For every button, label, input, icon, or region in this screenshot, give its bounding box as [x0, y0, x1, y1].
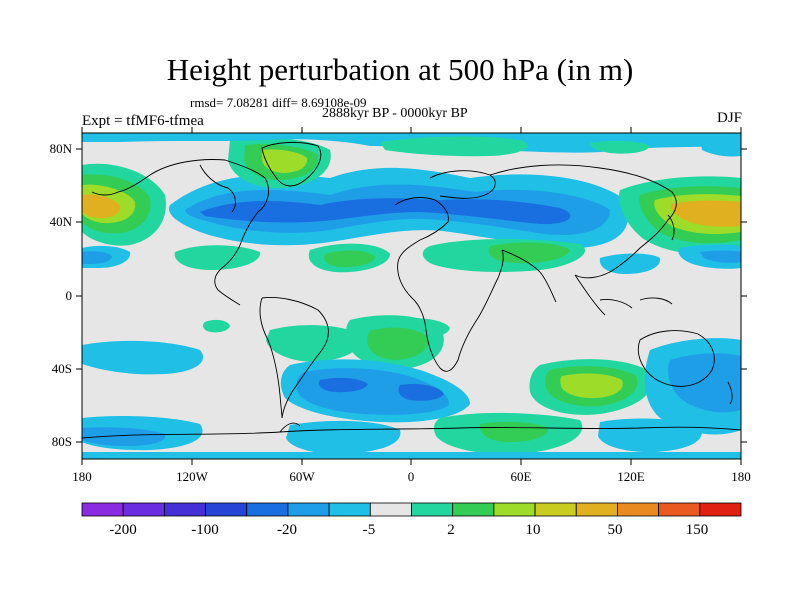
- contour-subtrop-blue-left-2: [82, 251, 112, 264]
- contour-so-ridge-20: [560, 373, 623, 399]
- coast-new-guinea: [639, 297, 673, 305]
- colorbar-label: 50: [608, 522, 623, 538]
- colorbar-swatch: [163, 502, 206, 517]
- contour-subtrop-1: [174, 245, 261, 270]
- x-tick-label: 60W: [289, 469, 315, 484]
- axis-ticks: [76, 127, 747, 465]
- y-tick-label: 80N: [50, 141, 73, 156]
- colorbar: [81, 502, 742, 517]
- x-tick-label: 0: [408, 469, 415, 484]
- colorbar-swatch: [328, 502, 371, 517]
- colorbar-swatch: [369, 502, 412, 517]
- colorbar-label: 150: [686, 522, 709, 538]
- contour-field: [82, 133, 741, 459]
- experiment-label: Expt = tfMF6-tfmea: [82, 113, 204, 129]
- coast-antarctica: [82, 426, 741, 439]
- colorbar-swatch: [493, 502, 536, 517]
- y-tick-label: 0: [66, 288, 73, 303]
- contour-ridge-arctic-2: [590, 141, 650, 154]
- x-tick-label: 120W: [176, 469, 209, 484]
- coast-india: [501, 249, 557, 303]
- colorbar-swatch: [287, 502, 330, 517]
- contour-aus-blue-2: [668, 353, 741, 413]
- colorbar-swatch: [575, 502, 618, 517]
- coast-australia: [637, 330, 715, 387]
- colorbar-labels: -200 -100 -20 -5 2 10 50 150: [109, 522, 708, 538]
- y-tick-label: 80S: [52, 434, 72, 449]
- y-tick-label: 40N: [50, 214, 73, 229]
- coastlines: [82, 141, 741, 439]
- contour-band-arctic-right: [700, 137, 741, 157]
- contour-subtrop-blue-right-2: [700, 250, 741, 263]
- coast-indonesia: [599, 299, 633, 309]
- colorbar-swatch: [205, 502, 248, 517]
- period-line: 2888kyr BP - 0000kyr BP: [322, 106, 468, 121]
- colorbar-swatch: [617, 502, 660, 517]
- colorbar-label: -200: [109, 522, 137, 538]
- x-tick-label: 120E: [617, 469, 645, 484]
- season-label: DJF: [716, 110, 742, 126]
- coast-japan: [667, 214, 675, 241]
- coast-asia: [489, 164, 677, 279]
- coast-scandinavia: [429, 170, 496, 199]
- colorbar-label: 10: [526, 522, 541, 538]
- colorbar-swatch: [246, 502, 289, 517]
- colorbar-swatch: [534, 502, 577, 517]
- colorbar-swatch: [658, 502, 701, 517]
- contour-subtrop-3b: [488, 242, 570, 264]
- colorbar-label: -100: [191, 522, 219, 538]
- coast-antarctic-peninsula: [279, 422, 301, 433]
- coast-alaska: [91, 174, 151, 196]
- coast-se-asia: [574, 274, 606, 316]
- plot-title: Height perturbation at 500 hPa (in m): [166, 52, 634, 87]
- contour-so-blue-3: [318, 377, 368, 393]
- coast-south-america-west: [259, 297, 283, 419]
- stats-line: rmsd= 7.08281 diff= 8.69108e-09: [190, 95, 367, 110]
- contour-sh-blue-left: [82, 340, 204, 375]
- contour-ant-ridge-2: [479, 421, 549, 442]
- colorbar-swatch: [452, 502, 495, 517]
- colorbar-swatch: [699, 502, 742, 517]
- contour-so-blue-4: [398, 384, 444, 401]
- contour-trop-1: [202, 319, 230, 333]
- contour-sh-1: [266, 325, 361, 362]
- contour-ridge-nwpacific-50: [671, 200, 741, 227]
- coast-south-america-east: [261, 297, 329, 419]
- coast-africa: [394, 197, 504, 372]
- colorbar-label: 2: [447, 522, 455, 538]
- contour-ridge-arctic: [380, 136, 529, 157]
- contour-ant-blue-left-2: [82, 427, 166, 446]
- contour-subtrop-2b: [324, 250, 375, 268]
- contour-band-minus20: [200, 198, 571, 225]
- coast-hudson: [199, 164, 236, 213]
- contour-sh-2b: [367, 327, 429, 360]
- colorbar-swatch: [411, 502, 454, 517]
- x-tick-label: 180: [731, 469, 751, 484]
- contour-ridge-pacific-50: [82, 194, 121, 218]
- colorbar-label: -5: [363, 522, 376, 538]
- x-tick-label: 60E: [511, 469, 532, 484]
- coast-new-zealand: [727, 381, 733, 405]
- coast-greenland: [261, 141, 322, 187]
- contour-ant-edge: [82, 452, 741, 459]
- y-tick-label: 40S: [52, 361, 72, 376]
- coast-north-america: [149, 159, 269, 306]
- contour-ridge-greenland-20: [262, 149, 308, 173]
- colorbar-swatch: [122, 502, 165, 517]
- x-tick-label: 180: [72, 469, 92, 484]
- colorbar-label: -20: [277, 522, 297, 538]
- colorbar-swatch: [81, 502, 124, 517]
